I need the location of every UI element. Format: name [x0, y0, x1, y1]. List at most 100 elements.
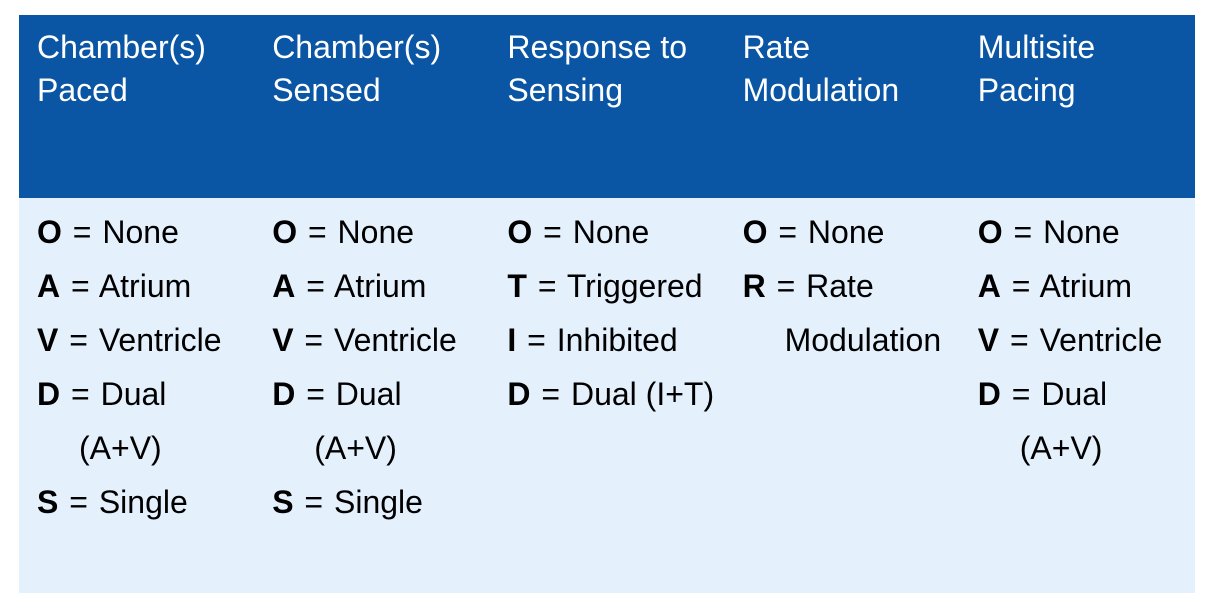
code-letter: O [742, 214, 768, 250]
code-line: O = None [743, 205, 956, 259]
code-line: O = None [272, 205, 485, 259]
equals-sign: = [537, 268, 557, 304]
body-cell-response-to-sensing: O = None T = Triggered I = Inhibited D = Du… [489, 198, 724, 593]
code-letter: A [977, 268, 1001, 304]
code-continuation-line: (A+V) [314, 430, 397, 466]
header-line: Rate [742, 29, 811, 65]
code-line: D = Dual [37, 367, 250, 421]
header-line: Sensed [272, 72, 381, 108]
equals-sign: = [304, 322, 324, 358]
code-line: V = Ventricle [272, 313, 485, 367]
code-continuation-line: (A+V) [79, 430, 162, 466]
code-line: A = Atrium [37, 259, 250, 313]
header-line: Sensing [507, 72, 624, 108]
code-letter: O [977, 214, 1003, 250]
code-line: O = None [37, 205, 250, 259]
code-line: O = None [507, 205, 720, 259]
code-meaning: None [337, 214, 415, 250]
code-line: A = Atrium [272, 259, 485, 313]
code-letter: D [272, 376, 296, 412]
header-cell-chambers-paced: Chamber(s) Paced [19, 15, 254, 198]
pacemaker-code-table: Chamber(s) Paced Chamber(s) Sensed Response … [19, 15, 1195, 593]
header-line: Pacing [977, 72, 1076, 108]
code-meaning: None [102, 214, 179, 250]
code-letter: D [507, 376, 531, 412]
code-letter: O [272, 214, 298, 250]
code-line: O = None [978, 205, 1191, 259]
code-letter: D [37, 376, 61, 412]
equals-sign: = [1009, 322, 1029, 358]
equals-sign: = [1013, 214, 1033, 250]
code-letter: R [742, 268, 766, 304]
code-letter: S [272, 484, 294, 520]
code-meaning: Triggered [566, 268, 703, 304]
code-meaning: None [807, 214, 885, 250]
code-meaning: Atrium [1039, 268, 1133, 304]
body-cell-rate-modulation: O = None R = Rate Modulation [725, 198, 960, 593]
code-letter: O [507, 214, 533, 250]
header-cell-chambers-sensed: Chamber(s) Sensed [254, 15, 489, 198]
equals-sign: = [69, 322, 88, 358]
header-cell-response-to-sensing: Response to Sensing [489, 15, 724, 198]
equals-sign: = [541, 376, 561, 412]
header-line: Chamber(s) [272, 29, 442, 65]
code-meaning: Atrium [334, 268, 427, 304]
equals-sign: = [304, 484, 324, 520]
equals-sign: = [69, 484, 88, 520]
code-letter: I [507, 322, 517, 358]
code-letter: V [272, 322, 294, 358]
header-line: Paced [37, 72, 128, 108]
code-meaning: Single [334, 484, 423, 520]
table-body-row: O = None A = Atrium V = Ventricle D = Dual(… [19, 198, 1195, 593]
body-cell-chambers-paced: O = None A = Atrium V = Ventricle D = Dual(… [19, 198, 254, 593]
body-cell-chambers-sensed: O = None A = Atrium V = Ventricle D = Dual(… [254, 198, 489, 593]
code-meaning: Ventricle [1039, 322, 1163, 358]
code-meaning: None [1043, 214, 1120, 250]
code-meaning: Inhibited [556, 322, 678, 358]
code-letter: T [507, 268, 527, 304]
code-letter: A [37, 268, 61, 304]
code-continuation-line: Modulation [784, 322, 942, 358]
code-meaning: Dual (I+T) [570, 376, 715, 412]
equals-sign: = [306, 268, 325, 304]
equals-sign: = [1011, 268, 1031, 304]
code-line: S = Single [37, 475, 250, 529]
equals-sign: = [778, 214, 798, 250]
code-letter: A [272, 268, 296, 304]
code-meaning: Ventricle [334, 322, 457, 358]
code-meaning: None [572, 214, 650, 250]
equals-sign: = [306, 376, 325, 412]
equals-sign: = [776, 268, 796, 304]
code-letter: V [37, 322, 59, 358]
code-meaning: Single [98, 484, 188, 520]
code-meaning: Ventricle [98, 322, 222, 358]
header-cell-rate-modulation: Rate Modulation [725, 15, 960, 198]
code-line: S = Single [272, 475, 485, 529]
header-line: Modulation [742, 72, 900, 108]
equals-sign: = [527, 322, 546, 358]
code-line: V = Ventricle [978, 313, 1191, 367]
code-meaning: Dual [100, 376, 167, 412]
header-line: Chamber(s) [37, 29, 206, 65]
table-header-row: Chamber(s) Paced Chamber(s) Sensed Response … [19, 15, 1195, 198]
equals-sign: = [307, 214, 327, 250]
code-line: D = Dual [978, 367, 1191, 421]
code-line: T = Triggered [507, 259, 720, 313]
equals-sign: = [543, 214, 562, 250]
code-letter: V [977, 322, 1000, 358]
code-continuation-line: (A+V) [1019, 430, 1103, 466]
code-letter: S [37, 484, 59, 520]
code-meaning: Dual [335, 376, 402, 412]
body-cell-multisite-pacing: O = None A = Atrium V = Ventricle D = Dual(… [960, 198, 1195, 593]
code-letter: O [37, 214, 62, 250]
code-line: R = Rate [743, 259, 956, 313]
equals-sign: = [71, 376, 90, 412]
code-meaning: Rate [806, 268, 874, 304]
code-meaning: Atrium [98, 268, 192, 304]
header-line: Response to [507, 29, 688, 65]
code-line: V = Ventricle [37, 313, 250, 367]
code-line: I = Inhibited [507, 313, 720, 367]
header-line: Multisite [977, 29, 1096, 65]
equals-sign: = [72, 214, 92, 250]
